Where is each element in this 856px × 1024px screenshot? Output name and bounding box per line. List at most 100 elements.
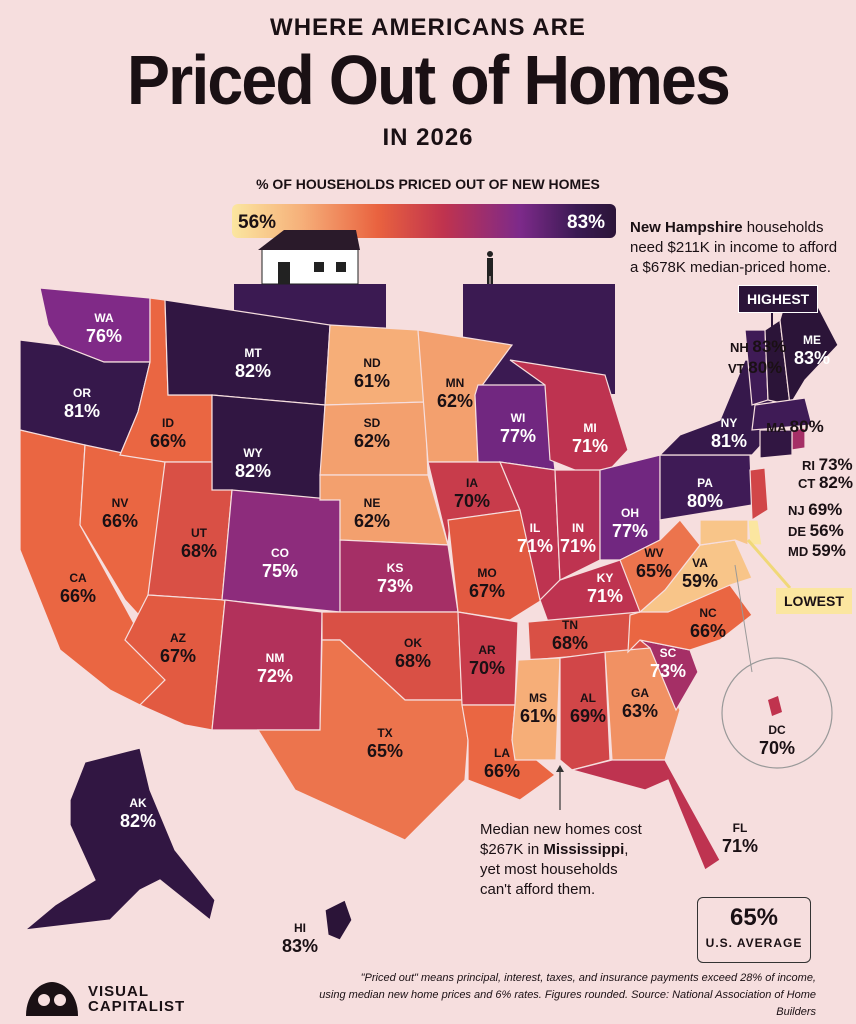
state-label-ma: MA 80% (766, 417, 823, 436)
ms-callout: Median new homes cost $267K in Mississip… (480, 820, 642, 900)
us-average-box: 65% U.S. AVERAGE (697, 897, 811, 963)
state-abbr-mt: MT (244, 346, 262, 360)
state-value-ne: 62% (354, 511, 390, 531)
state-abbr-ms: MS (529, 691, 547, 705)
lowest-pointer (746, 539, 792, 589)
state-value-az: 67% (160, 646, 196, 666)
state-abbr-hi: HI (294, 921, 306, 935)
state-abbr-nc: NC (699, 606, 717, 620)
ms-pointer-arrow (556, 765, 564, 772)
visual-capitalist-logo-icon (26, 982, 78, 1016)
nh-callout-rest: households (742, 219, 824, 236)
state-value-mo: 67% (469, 581, 505, 601)
state-value-pa: 80% (687, 491, 723, 511)
state-value-al: 69% (570, 706, 606, 726)
dc-inset-line (734, 564, 753, 673)
state-abbr-al: AL (580, 691, 596, 705)
state-abbr-sc: SC (660, 646, 677, 660)
legend-title: % OF HOUSEHOLDS PRICED OUT OF NEW HOMES (256, 176, 600, 192)
state-value-or: 81% (64, 401, 100, 421)
ms-callout-pre: $267K in (480, 841, 544, 858)
state-abbr-wi: WI (511, 411, 526, 425)
state-value-va: 59% (682, 571, 718, 591)
person-icon (487, 251, 493, 284)
state-value-il: 71% (517, 536, 553, 556)
nh-callout-line2: need $211K in income to afford (630, 239, 838, 256)
ms-callout-post: , (624, 841, 629, 858)
state-abbr-ca: CA (69, 571, 87, 585)
state-value-ut: 68% (181, 541, 217, 561)
nh-callout-state: New Hampshire (630, 219, 743, 236)
state-abbr-me: ME (803, 333, 821, 347)
state-value-co: 75% (262, 561, 298, 581)
title-kicker: WHERE AMERICANS ARE (270, 14, 586, 41)
state-abbr-ky: KY (597, 571, 614, 585)
state-nj (749, 467, 769, 522)
state-abbr-dc: DC (768, 723, 786, 737)
state-abbr-ok: OK (404, 636, 422, 650)
dc-shape (768, 696, 782, 716)
brand-line2: CAPITALIST (88, 998, 186, 1015)
us-average-label: U.S. AVERAGE (705, 936, 803, 950)
state-abbr-ak: AK (129, 796, 147, 810)
state-value-wi: 77% (500, 426, 536, 446)
state-wy (211, 394, 326, 501)
state-abbr-nm: NM (266, 651, 285, 665)
state-value-nc: 66% (690, 621, 726, 641)
state-md (699, 519, 749, 546)
ms-callout-line4: can't afford them. (480, 881, 596, 898)
ms-callout-state: Mississippi (543, 841, 625, 858)
state-label-md: MD 59% (788, 541, 846, 560)
state-value-nd: 61% (354, 371, 390, 391)
state-value-mn: 62% (437, 391, 473, 411)
state-abbr-wv: WV (644, 546, 663, 560)
state-label-ct: CT 82% (798, 473, 853, 492)
footer-line1: "Priced out" means principal, interest, … (360, 972, 816, 984)
state-nm (211, 599, 323, 731)
state-abbr-la: LA (494, 746, 510, 760)
state-abbr-ks: KS (387, 561, 404, 575)
state-value-ms: 61% (520, 706, 556, 726)
state-value-ak: 82% (120, 811, 156, 831)
state-mo (447, 509, 543, 621)
state-value-wa: 76% (86, 326, 122, 346)
state-abbr-wy: WY (243, 446, 262, 460)
state-value-id: 66% (150, 431, 186, 451)
state-value-ar: 70% (469, 658, 505, 678)
ms-callout-line3: yet most households (480, 861, 618, 878)
ms-callout-line1: Median new homes cost (480, 821, 642, 838)
state-value-wy: 82% (235, 461, 271, 481)
state-value-mi: 71% (572, 436, 608, 456)
state-abbr-tn: TN (562, 618, 578, 632)
footer-line2: using median new home prices and 6% rate… (319, 989, 816, 1018)
state-value-tn: 68% (552, 633, 588, 653)
state-value-ks: 73% (377, 576, 413, 596)
state-abbr-ia: IA (466, 476, 478, 490)
state-value-hi: 83% (282, 936, 318, 956)
state-abbr-az: AZ (170, 631, 186, 645)
state-abbr-mn: MN (446, 376, 465, 390)
brand-name: VISUAL CAPITALIST (88, 984, 185, 1014)
